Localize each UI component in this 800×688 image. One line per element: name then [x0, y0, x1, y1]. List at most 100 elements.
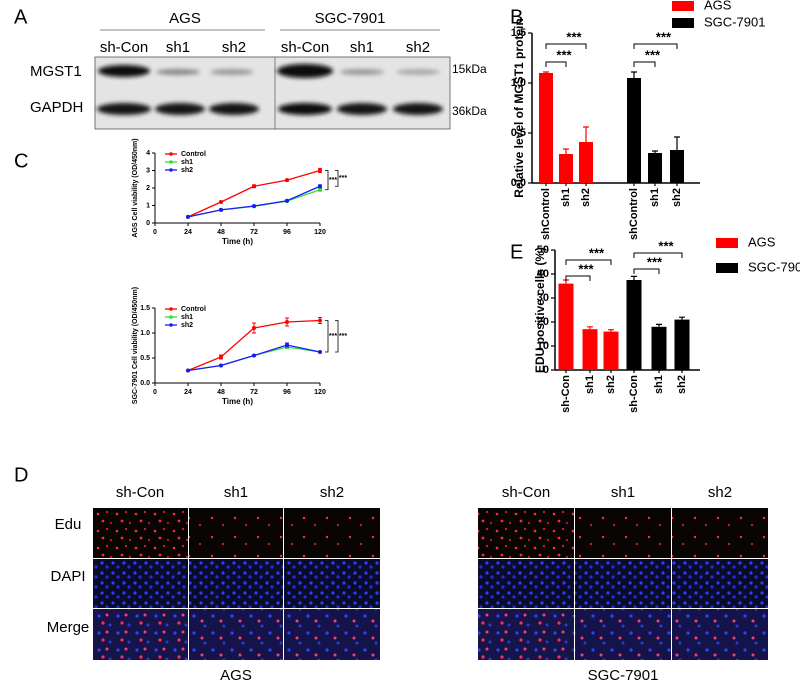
y-tick-label: 2 [146, 185, 150, 192]
significance-label: *** [556, 47, 572, 62]
row-label: Merge [47, 619, 90, 636]
marker [318, 184, 322, 189]
column-label: sh1 [611, 484, 635, 501]
lane-label: sh-Con [100, 39, 148, 56]
bar [626, 280, 642, 370]
legend-label: sh1 [181, 159, 193, 166]
micrographs [93, 508, 768, 660]
group-label: AGS [169, 10, 201, 27]
legend-label: AGS [704, 0, 732, 12]
micrograph [189, 559, 283, 608]
significance-bracket [335, 170, 339, 187]
column-label: sh2 [320, 484, 344, 501]
marker [318, 187, 322, 192]
protein-label: GAPDH [30, 99, 83, 116]
significance-label: *** [329, 333, 337, 340]
micrograph [93, 559, 188, 608]
error-bar [674, 136, 680, 150]
panel-label: C [14, 150, 28, 172]
y-tick-label: 1.5 [140, 305, 150, 312]
bar [674, 319, 690, 370]
significance-label: *** [647, 254, 663, 269]
x-tick-label: sh1 [649, 188, 661, 207]
series-line [187, 169, 321, 218]
x-tick-label: sh2 [580, 188, 592, 207]
panel-label: A [14, 6, 28, 28]
error-bar [587, 326, 593, 330]
legend-label: sh2 [181, 167, 193, 174]
significance-label: *** [329, 177, 337, 184]
legend-label: Control [181, 151, 206, 158]
micrograph [575, 508, 671, 558]
significance-label: *** [339, 175, 347, 182]
x-tick-label: sh1 [653, 375, 665, 394]
band [340, 69, 384, 75]
x-tick-label: sh-Con [560, 375, 572, 413]
x-tick-label: 48 [217, 389, 225, 396]
bar [648, 153, 662, 183]
significance-bracket [633, 61, 656, 67]
marker [285, 198, 289, 203]
band [97, 103, 151, 115]
significance-label: *** [339, 333, 347, 340]
significance-bracket [545, 61, 567, 67]
x-tick-label: 96 [283, 229, 291, 236]
x-tick-label: 24 [184, 229, 192, 236]
significance-label: *** [658, 238, 674, 253]
y-axis-label: AGS Cell viability (OD/450nm) [132, 138, 139, 237]
x-tick-label: 0 [153, 229, 157, 236]
x-tick-label: 96 [283, 389, 291, 396]
y-tick-label: 30 [537, 292, 549, 304]
legend-marker [169, 315, 173, 319]
significance-bracket [633, 43, 678, 49]
x-tick-label: 24 [184, 389, 192, 396]
bar [651, 326, 667, 370]
marker [252, 204, 256, 209]
marker [252, 184, 256, 189]
significance-bracket [335, 320, 339, 353]
legend-label: AGS [748, 234, 776, 249]
x-axis-label: Time (h) [222, 397, 253, 406]
group-label: SGC-7901 [315, 10, 386, 27]
significance-label: *** [656, 29, 672, 44]
blot-membrane [94, 56, 451, 130]
micrograph [672, 559, 768, 608]
marker [285, 343, 289, 347]
lane-label: sh2 [222, 39, 246, 56]
y-tick-label: 1.5 [511, 27, 526, 39]
band [337, 103, 387, 115]
y-axis-label: SGC-7901 Cell viability (OD/450nm) [132, 287, 139, 404]
column-label: sh2 [708, 484, 732, 501]
x-tick-label: sh2 [676, 375, 688, 394]
band [155, 103, 205, 115]
row-label: DAPI [50, 568, 85, 585]
marker [186, 214, 190, 219]
micrograph [284, 609, 380, 660]
row-label: Edu [55, 516, 82, 533]
legend-swatch [672, 18, 694, 28]
band [98, 65, 150, 77]
blot-bands [97, 64, 443, 115]
x-tick-label: shControl [540, 188, 552, 240]
band [396, 69, 440, 75]
micrograph [478, 559, 574, 608]
legend-label: sh1 [181, 314, 193, 321]
y-axis-label: Relative level of MGST1 protein [512, 18, 526, 197]
marker [219, 355, 223, 359]
marker [285, 178, 289, 183]
bar [558, 283, 574, 370]
lane-label: sh1 [350, 39, 374, 56]
series-line [187, 185, 321, 218]
x-tick-label: 72 [250, 229, 258, 236]
bar [559, 154, 573, 183]
marker [219, 207, 223, 212]
legend-label: Control [181, 306, 206, 313]
marker [186, 368, 190, 373]
x-axis-label: Time (h) [222, 237, 253, 246]
error-bar [631, 71, 637, 78]
micrograph [672, 609, 768, 660]
y-tick-label: 20 [537, 316, 549, 328]
legend-swatch [716, 238, 738, 248]
band [156, 69, 200, 75]
